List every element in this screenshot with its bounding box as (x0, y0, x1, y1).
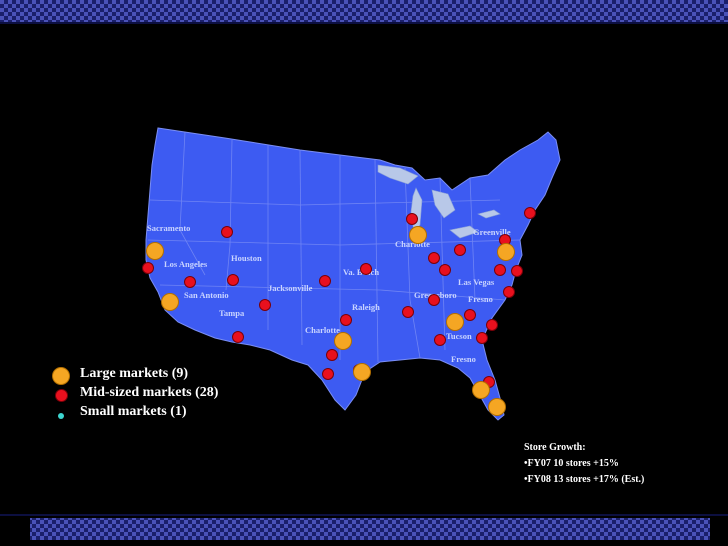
city-label: Sacramento (147, 223, 190, 233)
small-market-marker-icon (58, 413, 64, 419)
large-market-marker (353, 363, 371, 381)
mid-market-marker (434, 334, 446, 346)
mid-market-marker (340, 314, 352, 326)
market-markers (142, 207, 536, 416)
city-label: Raleigh (352, 302, 380, 312)
mid-market-marker (454, 244, 466, 256)
city-label: San Antonio (184, 290, 229, 300)
mid-market-marker (402, 306, 414, 318)
legend-label-small: Small markets (1) (80, 404, 187, 419)
mid-market-marker (322, 368, 334, 380)
city-label: Charlotte (395, 239, 430, 249)
large-market-marker (497, 243, 515, 261)
city-label: Fresno (451, 354, 476, 364)
top-stripe-pattern (0, 0, 728, 28)
city-label: Jacksonville (268, 283, 313, 293)
city-label: Fresno (468, 294, 493, 304)
large-market-marker (488, 398, 506, 416)
mid-market-marker (227, 274, 239, 286)
mid-market-marker (259, 299, 271, 311)
legend-label-mid: Mid-sized markets (28) (80, 385, 219, 400)
city-label: Las Vegas (458, 277, 495, 287)
mid-market-marker (406, 213, 418, 225)
great-lakes (377, 164, 501, 239)
mid-market-marker (221, 226, 233, 238)
legend-label-large: Large markets (9) (80, 366, 189, 381)
store-growth-line-fy07: •FY07 10 stores +15% (524, 458, 619, 469)
city-labels: Sacramento Houston Los Angeles San Anton… (147, 223, 511, 364)
mid-market-marker (360, 263, 372, 275)
mid-market-marker (464, 309, 476, 321)
store-growth: Store Growth: •FY07 10 stores +15% •FY08… (524, 440, 644, 488)
large-market-marker (446, 313, 464, 331)
city-label: Houston (231, 253, 262, 263)
bottom-stripe-pattern (0, 512, 728, 546)
city-label: Charlotte (305, 325, 340, 335)
mid-market-marker (326, 349, 338, 361)
city-label: Los Angeles (164, 259, 208, 269)
city-label: Tucson (446, 331, 472, 341)
large-market-marker (409, 226, 427, 244)
mid-market-marker (486, 319, 498, 331)
mid-market-marker (524, 207, 536, 219)
large-market-marker (146, 242, 164, 260)
store-growth-line-fy08: •FY08 13 stores +17% (Est.) (524, 474, 645, 485)
store-growth-title: Store Growth: (524, 442, 586, 453)
mid-market-marker (142, 262, 154, 274)
mid-market-marker (511, 265, 523, 277)
large-market-marker-icon (52, 367, 70, 385)
mid-market-marker (184, 276, 196, 288)
mid-market-marker (494, 264, 506, 276)
mid-market-marker-icon (55, 389, 68, 402)
mid-market-marker (428, 294, 440, 306)
city-label: Tampa (219, 308, 245, 318)
mid-market-marker (428, 252, 440, 264)
large-market-marker (472, 381, 490, 399)
city-label: Greenville (473, 227, 511, 237)
mid-market-marker (476, 332, 488, 344)
mid-market-marker (503, 286, 515, 298)
mid-market-marker (232, 331, 244, 343)
mid-market-marker (319, 275, 331, 287)
state-borders (147, 131, 521, 363)
mid-market-marker (439, 264, 451, 276)
large-market-marker (161, 293, 179, 311)
large-market-marker (334, 332, 352, 350)
